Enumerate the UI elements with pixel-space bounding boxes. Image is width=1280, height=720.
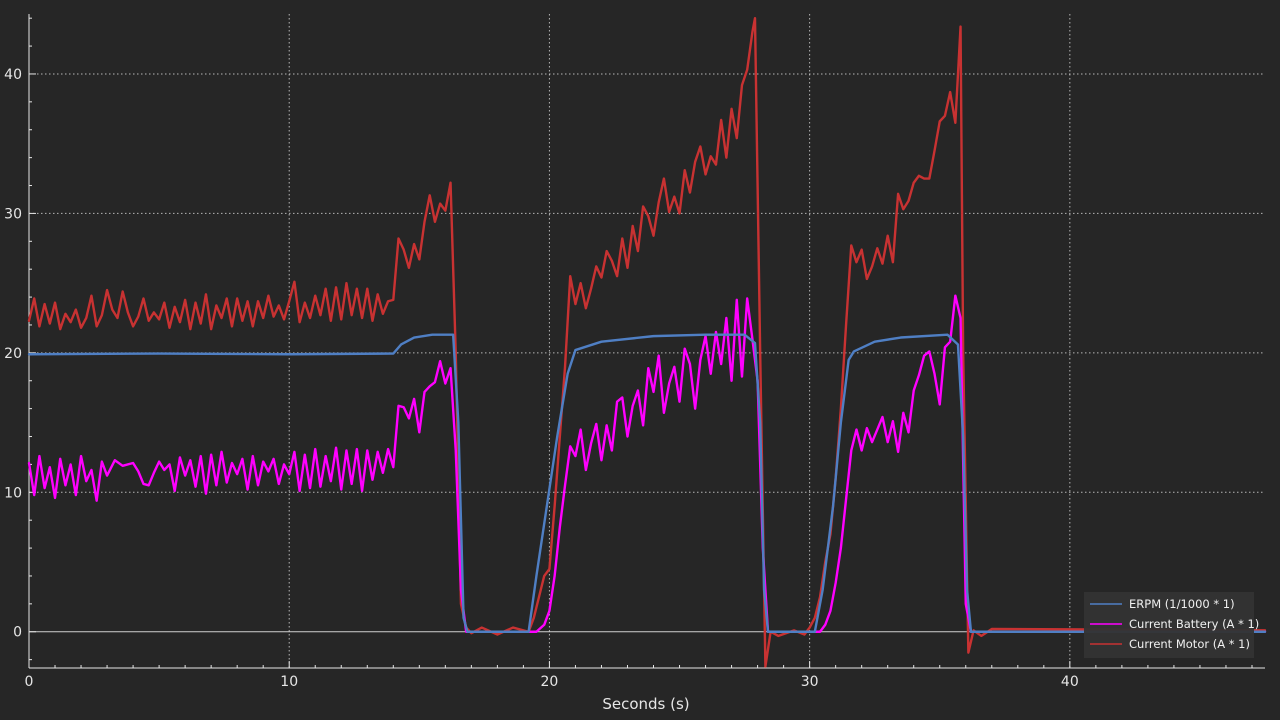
x-tick-label: 0 [25, 674, 34, 690]
legend-box [1084, 592, 1254, 658]
tick-labels: 0 10 20 30 40 0 10 20 30 40 [4, 67, 1079, 690]
y-tick-label: 0 [13, 625, 22, 641]
legend-label: Current Battery (A * 1) [1129, 617, 1259, 631]
y-tick-label: 30 [4, 206, 22, 222]
axes [28, 14, 1265, 669]
y-tick-label: 10 [4, 485, 22, 501]
x-axis-title: Seconds (s) [602, 695, 689, 713]
series-lines [27, 16, 1267, 668]
x-tick-label: 10 [280, 674, 298, 690]
legend-label: Current Motor (A * 1) [1129, 637, 1250, 651]
series-line [27, 16, 1267, 668]
legend-label: ERPM (1/1000 * 1) [1129, 597, 1235, 611]
series-line [27, 333, 1267, 633]
x-tick-label: 40 [1061, 674, 1079, 690]
y-tick-label: 20 [4, 346, 22, 362]
series-line [27, 294, 1267, 633]
grid-lines [29, 14, 1265, 668]
x-tick-label: 30 [801, 674, 819, 690]
legend: ERPM (1/1000 * 1) Current Battery (A * 1)… [1084, 592, 1259, 658]
y-tick-label: 40 [4, 67, 22, 83]
x-tick-label: 20 [541, 674, 559, 690]
